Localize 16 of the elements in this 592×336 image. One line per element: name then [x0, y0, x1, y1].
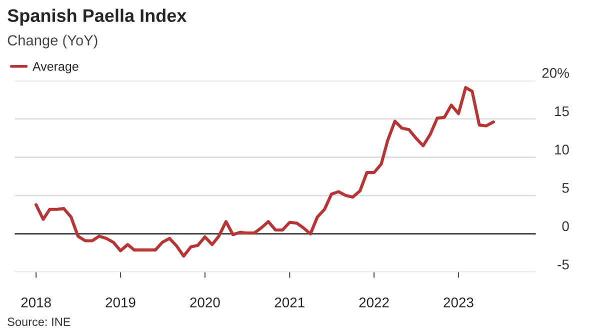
x-tick-label: 2019 — [106, 298, 136, 308]
y-tick-label: 20% — [542, 68, 569, 78]
x-tick-label: 2021 — [274, 298, 304, 308]
x-tick-label: 2020 — [190, 298, 220, 308]
y-tick-label: 10 — [555, 144, 569, 155]
x-tick-label: 2018 — [21, 298, 51, 308]
source-note: Source: INE — [8, 318, 70, 326]
chart-subtitle: Change (YoY) — [8, 34, 98, 48]
y-tick-label: 15 — [555, 106, 569, 116]
chart-title: Spanish Paella Index — [8, 8, 187, 26]
y-tick-label: -5 — [558, 260, 569, 270]
legend-label: Average — [32, 62, 78, 74]
y-tick-label: 0 — [562, 221, 569, 232]
y-tick-label: 5 — [562, 183, 569, 193]
x-tick-label: 2022 — [359, 298, 389, 308]
x-tick-label: 2023 — [444, 298, 474, 308]
